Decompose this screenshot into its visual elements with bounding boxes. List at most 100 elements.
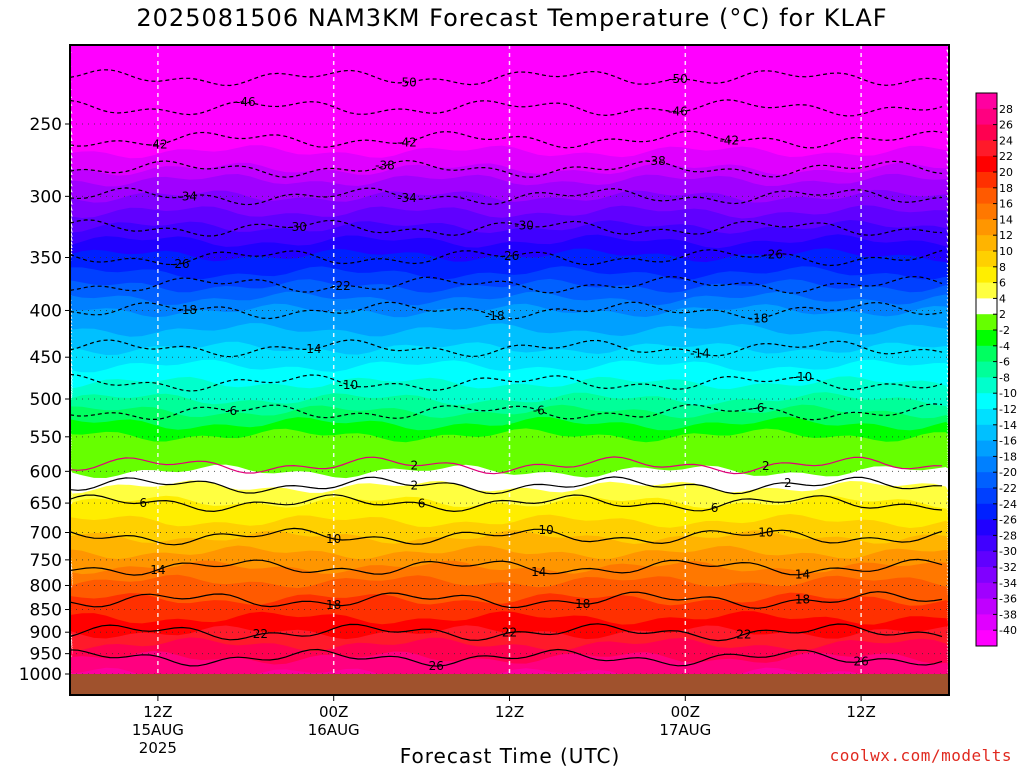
contour-label: -34	[397, 191, 417, 205]
contour-line	[70, 456, 943, 475]
contour-line	[70, 187, 943, 206]
x-tick-label: 12Z	[846, 703, 875, 721]
colorbar-label: -26	[999, 514, 1017, 527]
contour-label: -6	[225, 404, 237, 418]
contour-label: 14	[531, 565, 546, 579]
temperature-band	[70, 582, 949, 599]
colorbar-label: 2	[999, 308, 1006, 321]
contour-label: -50	[397, 75, 417, 89]
y-tick-label: 300	[30, 187, 62, 207]
colorbar-label: 26	[999, 119, 1013, 132]
temperature-band	[70, 527, 949, 545]
colorbar-label: 14	[999, 213, 1013, 226]
temperature-band	[70, 73, 949, 96]
temperature-band	[70, 363, 949, 380]
colorbar-label: -24	[999, 498, 1017, 511]
temperature-band	[70, 562, 949, 580]
colorbar-label: -32	[999, 561, 1017, 574]
temperature-band	[70, 625, 949, 642]
contour-line	[70, 403, 943, 421]
temperature-band	[70, 603, 949, 620]
contour-label: -6	[533, 403, 545, 417]
temperature-band	[70, 303, 949, 323]
contour-label: 22	[736, 627, 751, 641]
temperature-band	[70, 345, 949, 364]
temperature-band	[70, 497, 949, 515]
temperature-band	[70, 200, 949, 220]
colorbar-frame	[975, 92, 998, 647]
y-tick-label: 400	[30, 301, 62, 321]
temperature-band	[70, 323, 949, 342]
temperature-band	[70, 642, 949, 659]
contour-label: -42	[719, 134, 739, 148]
temperature-band	[70, 274, 949, 294]
contour-label: -18	[177, 303, 197, 317]
colorbar-label: 22	[999, 150, 1013, 163]
temperature-band	[70, 168, 949, 188]
temperature-band	[70, 120, 949, 142]
contour-label: -18	[749, 311, 769, 325]
temperature-band	[70, 459, 949, 477]
temperature-band	[70, 87, 949, 110]
temperature-band	[70, 215, 949, 235]
colorbar-label: -4	[999, 340, 1010, 353]
colorbar-label: 20	[999, 166, 1013, 179]
temperature-band	[70, 627, 949, 644]
y-tick-label: 650	[30, 494, 62, 514]
temperature-band	[70, 576, 949, 593]
contour-line	[70, 494, 943, 513]
colorbar-label: -14	[999, 419, 1017, 432]
temperature-band	[70, 437, 949, 455]
colorbar-swatch	[976, 251, 997, 268]
colorbar-label: -36	[999, 593, 1017, 606]
ground-layer	[70, 674, 949, 695]
temperature-band	[70, 126, 949, 148]
y-tick-label: 950	[30, 645, 62, 665]
y-tick-label: 500	[30, 390, 62, 410]
temperature-band	[70, 558, 949, 576]
temperature-band	[70, 179, 949, 199]
temperature-band	[70, 379, 949, 397]
temperature-band	[70, 461, 949, 480]
temperature-band	[70, 514, 949, 532]
contour-label: 10	[326, 532, 341, 546]
contour-line	[70, 558, 943, 576]
contour-label: -42	[148, 138, 168, 152]
temperature-band	[70, 257, 949, 277]
contour-label: -46	[236, 95, 256, 109]
temperature-band	[70, 205, 949, 225]
plot-area: -50 -50-46-46-42 -42 -42-38 -38-34 -34-30 -30-…	[70, 45, 949, 695]
temperature-band	[70, 132, 949, 154]
temperature-band	[70, 234, 949, 254]
temperature-band	[70, 299, 949, 319]
y-tick-label: 450	[30, 348, 62, 368]
temperature-band	[70, 644, 949, 661]
x-tick-label: 00Z	[671, 703, 700, 721]
contour-label: -50	[668, 72, 688, 86]
temperature-band	[70, 607, 949, 624]
colorbar-label: -22	[999, 482, 1017, 495]
contour-label: 14	[795, 567, 810, 581]
temperature-band	[70, 439, 949, 458]
colorbar-swatch	[976, 93, 997, 110]
credit-text[interactable]: coolwx.com/modelts	[829, 746, 1012, 765]
contour-line	[70, 99, 943, 117]
contour-line	[70, 69, 943, 87]
temperature-band	[70, 556, 949, 573]
temperature-band	[70, 482, 949, 499]
y-tick-label: 750	[30, 551, 62, 571]
temperature-band	[70, 307, 949, 327]
colorbar-swatch	[976, 140, 997, 157]
colorbar-label: -8	[999, 371, 1010, 384]
contour-label: 2	[762, 459, 770, 473]
temperature-band	[70, 295, 949, 315]
temperature-band	[70, 650, 949, 667]
x-tick-label: 12Z	[143, 703, 172, 721]
contour-line	[70, 373, 943, 392]
temperature-band	[70, 398, 949, 417]
colorbar-swatch	[976, 551, 997, 568]
colorbar-swatch	[976, 203, 997, 220]
colorbar-label: -2	[999, 324, 1010, 337]
contour-label: -46	[668, 105, 688, 119]
colorbar-label: 6	[999, 277, 1006, 290]
